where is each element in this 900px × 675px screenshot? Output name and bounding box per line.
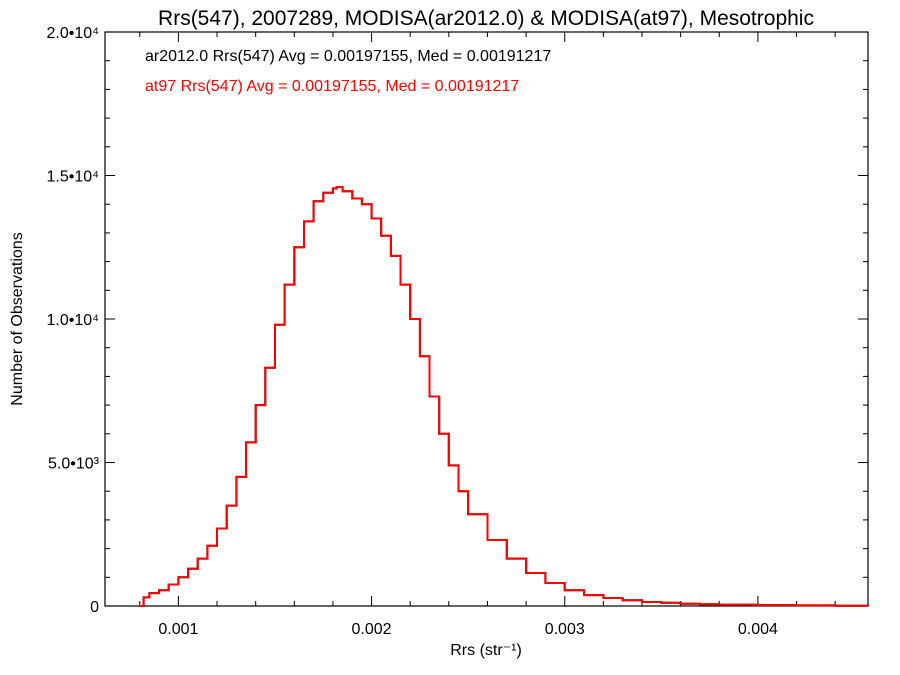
x-tick-label: 0.003 [545, 621, 585, 638]
annotation-ar2012: ar2012.0 Rrs(547) Avg = 0.00197155, Med … [145, 48, 551, 65]
annotation-at97: at97 Rrs(547) Avg = 0.00197155, Med = 0.… [145, 78, 519, 95]
y-axis: 0 5.0•10³ 1.0•10⁴ 1.5•10⁴ 2.0•10⁴ [46, 25, 868, 616]
y-tick-label: 1.0•10⁴ [46, 312, 99, 329]
y-tick-label: 0 [90, 599, 99, 616]
chart-title: Rrs(547), 2007289, MODISA(ar2012.0) & MO… [158, 7, 814, 30]
y-axis-label: Number of Observations [9, 232, 26, 405]
x-axis-label: Rrs (str⁻¹) [450, 642, 522, 659]
x-tick-label: 0.001 [158, 621, 198, 638]
series-at97-line [139, 186, 869, 607]
y-tick-label: 1.5•10⁴ [46, 169, 99, 186]
series-layer [139, 186, 869, 607]
x-tick-label: 0.004 [738, 621, 778, 638]
x-axis: 0.001 0.002 0.003 0.004 [139, 32, 836, 638]
series-ar2012.0-line [139, 186, 869, 607]
y-tick-label: 2.0•10⁴ [46, 25, 99, 42]
y-tick-label: 5.0•10³ [48, 456, 100, 473]
x-tick-label: 0.002 [352, 621, 392, 638]
